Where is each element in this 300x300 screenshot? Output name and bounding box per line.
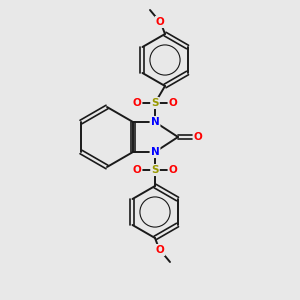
- Text: N: N: [151, 147, 159, 157]
- Text: O: O: [133, 98, 141, 108]
- Text: S: S: [151, 165, 159, 175]
- Text: O: O: [169, 98, 177, 108]
- Text: S: S: [151, 98, 159, 108]
- Text: O: O: [156, 245, 164, 255]
- Text: N: N: [151, 117, 159, 127]
- Text: O: O: [156, 17, 164, 27]
- Text: O: O: [194, 132, 202, 142]
- Text: O: O: [133, 165, 141, 175]
- Text: O: O: [169, 165, 177, 175]
